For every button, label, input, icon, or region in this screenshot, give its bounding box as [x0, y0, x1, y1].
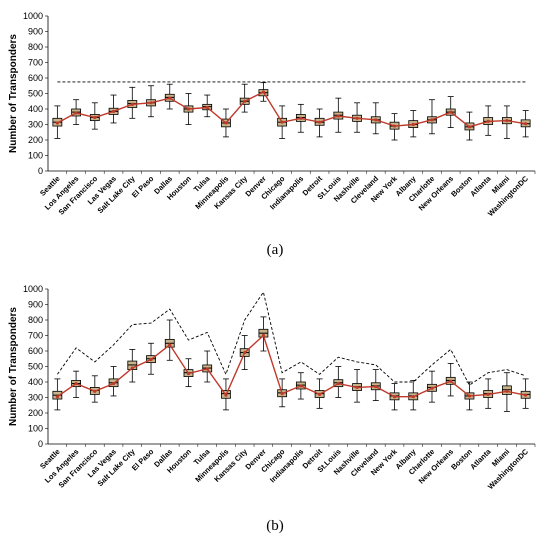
y-tick-label: 400 [28, 104, 43, 114]
panel-b-chart: 0 100 200 300 400 500 600 700 800 900 1000 Number o… [8, 284, 536, 491]
mean-point [74, 381, 78, 386]
mean-point [430, 118, 434, 122]
dashed-bound-line [57, 290, 526, 386]
mean-point [411, 122, 415, 127]
mean-point [186, 107, 191, 111]
y-tick-label: 800 [28, 315, 43, 325]
mean-point [355, 385, 359, 390]
y-tick-label: 800 [28, 42, 43, 52]
y-tick-label: 900 [28, 300, 43, 310]
mean-point [336, 114, 340, 118]
mean-point [130, 102, 134, 106]
y-tick-label: 300 [28, 393, 43, 403]
mean-point [224, 393, 228, 397]
mean-point [392, 124, 397, 128]
mean-point [524, 122, 528, 126]
mean-point [111, 109, 116, 113]
mean-point [411, 395, 415, 399]
mean-point [149, 357, 153, 362]
mean-line [57, 91, 526, 128]
mean-point [55, 395, 59, 399]
y-axis-title: Number of Transponders [8, 307, 19, 426]
mean-point [467, 125, 472, 129]
mean-point [449, 110, 453, 114]
mean-point [317, 120, 322, 124]
mean-point [93, 115, 97, 120]
y-tick-label: 500 [28, 89, 43, 99]
panel-a-chart: 0 100 200 300 400 500 600 700 800 900 1000 Number o… [8, 11, 536, 218]
mean-point [299, 116, 303, 120]
y-tick-label: 300 [28, 120, 43, 130]
mean-point [261, 90, 266, 94]
x-tick-label: Atlanta [468, 173, 493, 198]
y-tick-label: 400 [28, 377, 43, 387]
mean-point [93, 389, 97, 393]
mean-point [168, 343, 172, 347]
mean-point [524, 393, 528, 397]
mean-point [261, 333, 266, 338]
y-tick-label: 100 [28, 424, 43, 434]
y-tick-label: 700 [28, 331, 43, 341]
mean-point [467, 394, 472, 398]
mean-point [486, 392, 490, 396]
mean-point [374, 385, 378, 389]
mean-point [299, 384, 303, 388]
mean-line [56, 334, 526, 398]
mean-point [317, 392, 322, 396]
y-tick-label: 200 [28, 408, 43, 418]
mean-point [224, 121, 228, 125]
y-tick-label: 100 [28, 151, 43, 161]
mean-point [205, 105, 209, 110]
mean-point [111, 381, 116, 386]
mean-point [74, 111, 78, 115]
mean-point [505, 119, 509, 123]
mean-point [149, 101, 153, 105]
mean-point [280, 392, 284, 396]
mean-point [168, 96, 172, 100]
y-tick-label: 500 [28, 362, 43, 372]
mean-point [486, 119, 490, 123]
mean-point [186, 371, 191, 376]
mean-point [243, 99, 247, 103]
y-tick-label: 200 [28, 135, 43, 145]
mean-point [392, 395, 397, 399]
panel-b-label: (b) [266, 518, 284, 534]
mean-point [205, 367, 209, 371]
mean-point [374, 118, 378, 122]
y-tick-label: 0 [38, 166, 43, 176]
y-tick-label: 1000 [23, 284, 43, 294]
mean-point [130, 366, 134, 370]
y-axis-title: Number of Transponders [8, 34, 19, 153]
y-tick-label: 600 [28, 73, 43, 83]
mean-point [449, 379, 453, 383]
y-tick-label: 600 [28, 346, 43, 356]
y-tick-label: 1000 [23, 11, 43, 21]
mean-point [55, 121, 59, 125]
mean-point [336, 381, 340, 386]
mean-point [505, 389, 509, 393]
panel-a-label: (a) [267, 242, 284, 258]
mean-point [430, 386, 434, 390]
y-tick-label: 0 [38, 439, 43, 449]
mean-point [355, 116, 359, 120]
y-tick-label: 900 [28, 27, 43, 37]
y-tick-label: 700 [28, 58, 43, 68]
mean-point [280, 120, 284, 124]
x-tick-label: Atlanta [468, 446, 493, 471]
mean-point [243, 350, 247, 355]
